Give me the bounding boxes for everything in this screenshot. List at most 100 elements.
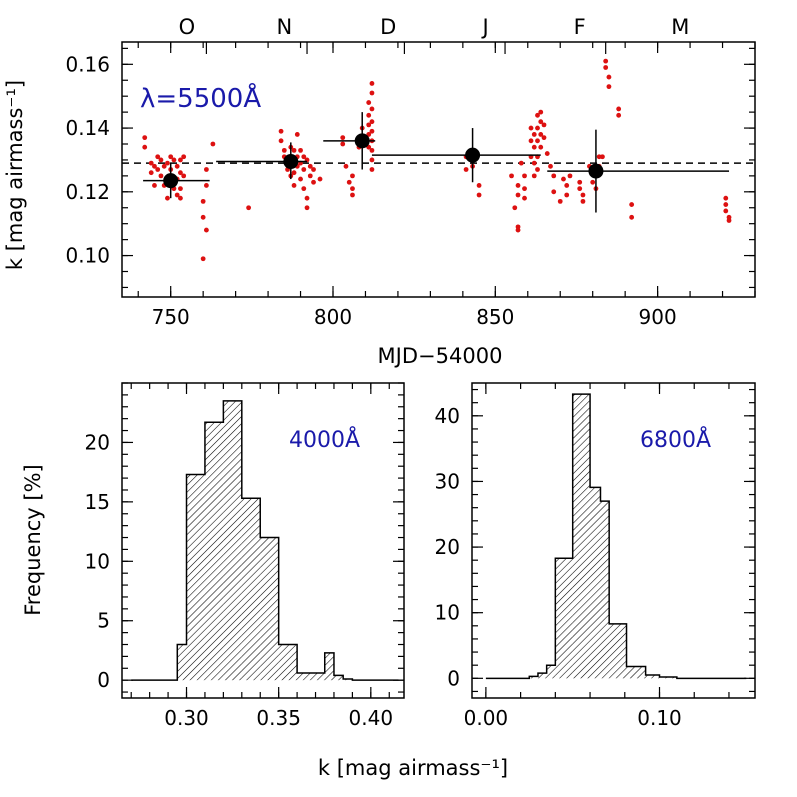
nightly-point [142,144,148,150]
nightly-point [181,173,187,179]
nightly-point [366,122,372,128]
nightly-point [346,179,352,185]
nightly-point [200,256,206,262]
nightly-point [200,214,206,220]
nightly-point [204,227,209,233]
monthly-mean-point [163,173,179,189]
nightly-point [148,170,154,176]
x-tick-label: 0.40 [349,706,394,730]
x-tick-label: 900 [639,305,677,329]
nightly-point [343,163,349,169]
nightly-point [291,147,297,153]
nightly-point [307,173,313,179]
nightly-point [369,90,375,96]
nightly-point [369,128,375,134]
top-y-axis-label: k [mag airmass⁻¹] [3,80,27,270]
nightly-point [350,173,355,179]
nightly-point [291,183,297,188]
nightly-point [535,167,540,172]
nightly-point [528,138,534,144]
nightly-point [204,167,209,172]
nightly-point [340,135,346,141]
nightly-point [165,160,170,166]
histogram-outline [485,393,747,680]
x-tick-label: 0.10 [637,706,682,730]
nightly-point [369,81,375,86]
y-tick-label: 0.14 [65,116,110,140]
nightly-point [580,192,586,198]
nightly-point [298,176,303,182]
nightly-point [557,198,563,204]
histogram-bar [609,623,627,679]
wavelength-6800-label: 6800Å [640,426,711,453]
nightly-point [142,135,148,141]
histogram-6800-plot: 0.00 0.10 0 10 20 30 40 [435,382,756,730]
nightly-point [616,106,622,112]
nightly-point [577,186,583,192]
nightly-point [369,167,375,172]
wavelength-4000-label: 4000Å [289,426,360,453]
y-tick-label: 10 [85,549,110,573]
histogram-bar [555,558,573,679]
nightly-point [531,132,537,137]
histogram-bar [590,487,601,679]
nightly-point [210,141,216,147]
histogram-bar [177,644,187,681]
y-tick-label: 20 [85,430,110,454]
x-tick-label: 0.35 [256,706,301,730]
monthly-mean-point [588,163,604,179]
nightly-point [304,205,310,211]
nightly-point [522,195,527,201]
nightly-point [181,154,187,160]
nightly-point [515,183,521,188]
top-x-axis-label: MJD−54000 [378,344,503,368]
histogram-4000-plot: 0.30 0.35 0.40 0 5 10 15 20 [85,382,405,730]
top-plot-area: 750 800 850 900 0.10 0.12 0.14 0.16 [65,41,756,329]
nightly-point [564,183,570,188]
nightly-point [304,195,310,201]
nightly-point [171,157,177,163]
x-tick-label: 750 [152,305,190,329]
nightly-point [551,189,557,195]
histogram-bar [546,665,556,679]
nightly-point [531,144,537,150]
nightly-point [246,205,252,211]
nightly-point [544,151,550,156]
nightly-point [723,208,729,214]
nightly-point [298,147,303,153]
histogram-bar [626,666,646,679]
histogram-bar [572,394,591,679]
nightly-point [158,173,164,179]
nightly-point [148,160,154,166]
month-label: M [671,15,689,39]
histogram-bar [529,676,538,679]
nightly-point [616,112,622,118]
y-tick-label: 5 [97,609,110,633]
nightly-point [278,128,284,134]
nightly-point [155,167,161,172]
nightly-point [152,163,157,169]
y-tick-label: 0.12 [65,180,110,204]
month-label: J [480,15,488,39]
nightly-point [165,195,170,201]
nightly-point [580,198,586,204]
nightly-point [606,74,612,80]
nightly-point [281,147,287,153]
nightly-point [178,170,183,176]
y-tick-label: 0.10 [65,244,110,268]
nightly-point [301,167,307,172]
frequency-axis-label: Frequency [%] [21,464,45,616]
nightly-point [307,163,313,169]
nightly-point [522,186,527,192]
nightly-point [350,186,355,192]
histogram-bar [324,652,334,681]
histogram-bar [315,673,325,681]
nightly-point [340,141,346,147]
plot-frame [471,382,756,699]
plot-frame [121,382,405,699]
nightly-point [158,157,164,163]
y-tick-label: 0 [447,666,460,690]
nightly-point [541,122,547,128]
nightly-point [200,198,206,204]
